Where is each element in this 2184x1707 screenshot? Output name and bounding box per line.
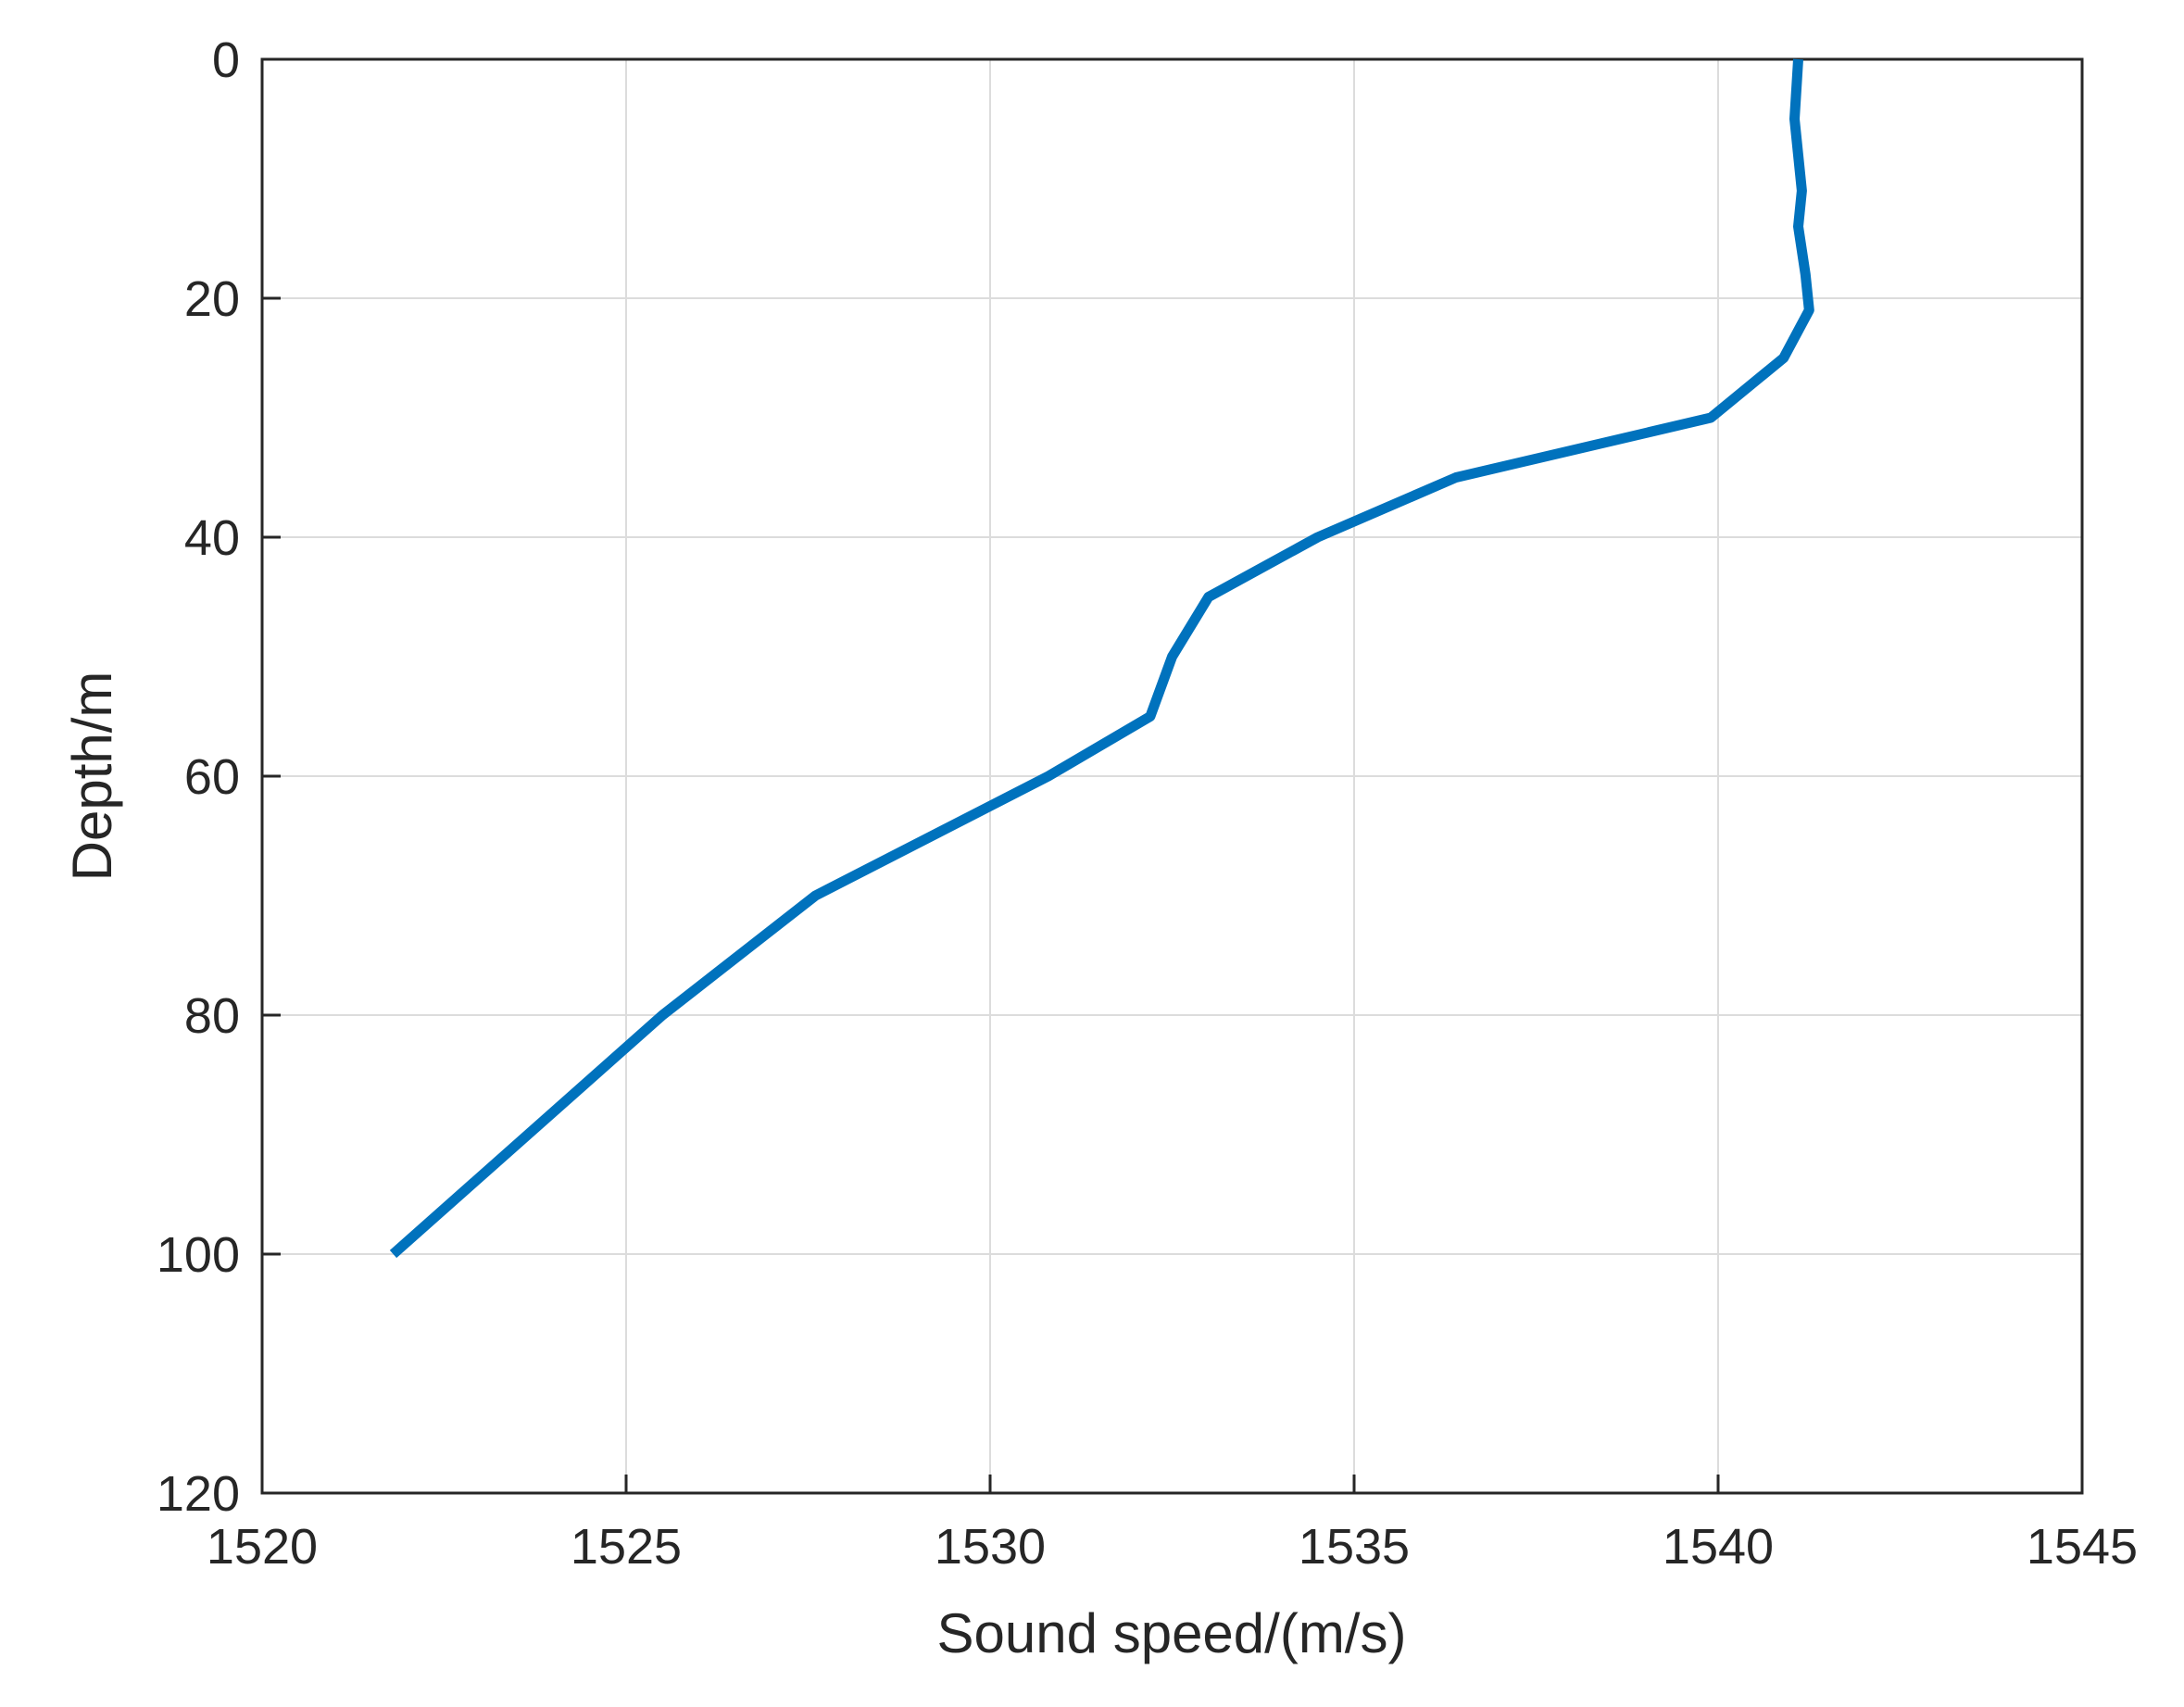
y-tick-label: 120 — [157, 1466, 240, 1522]
y-axis-label: Depth/m — [61, 672, 123, 882]
x-tick-label: 1525 — [571, 1519, 682, 1575]
series-layer — [389, 58, 1814, 1259]
y-tick-label: 0 — [212, 32, 240, 88]
ticks: 1520 1525 1530 1535 1540 1545 0 20 40 60 80 100 120 — [157, 32, 2138, 1575]
y-tick-label: 40 — [184, 510, 240, 566]
x-tick-label: 1535 — [1299, 1519, 1410, 1575]
y-tick-label: 80 — [184, 988, 240, 1044]
x-tick-label: 1520 — [207, 1519, 318, 1575]
x-tick-label: 1545 — [2027, 1519, 2138, 1575]
x-axis-label: Sound speed/(m/s) — [937, 1602, 1407, 1664]
x-tick-label: 1530 — [935, 1519, 1046, 1575]
x-tick-label: 1540 — [1663, 1519, 1774, 1575]
y-tick-label: 20 — [184, 271, 240, 327]
y-tick-label: 100 — [157, 1227, 240, 1283]
y-tick-label: 60 — [184, 749, 240, 805]
series-line-0 — [389, 58, 1814, 1259]
